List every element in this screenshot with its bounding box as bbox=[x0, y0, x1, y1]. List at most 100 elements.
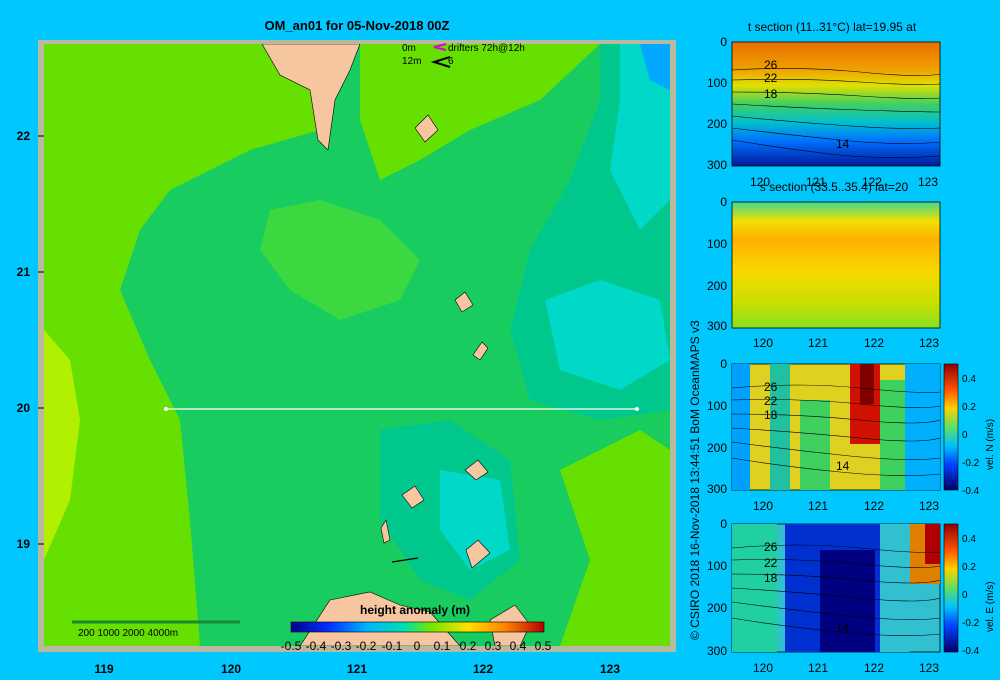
panel2-x120: 120 bbox=[753, 336, 773, 350]
panel3-contour-18: 18 bbox=[764, 408, 778, 422]
cbar-tick-4: -0.1 bbox=[382, 639, 403, 653]
panel3-cbar--0.2: -0.2 bbox=[962, 458, 980, 469]
island-4 bbox=[401, 485, 425, 509]
map-x-axis: 119 120 121 122 123 bbox=[94, 662, 620, 676]
depth-scale-label: 200 1000 2000 4000m bbox=[78, 628, 178, 639]
panel2-y200: 200 bbox=[707, 279, 727, 293]
panel-vel-north[interactable]: 26 22 18 14 0 100 200 300 120 121 122 12… bbox=[707, 357, 996, 513]
panel3-y200: 200 bbox=[707, 441, 727, 455]
map-title: OM_an01 for 05-Nov-2018 00Z bbox=[265, 18, 450, 33]
panel4-contour-26: 26 bbox=[764, 540, 778, 554]
panel4-band-6 bbox=[925, 524, 940, 564]
legend-drifters-label: drifters 72h@12h bbox=[448, 43, 525, 54]
cbar-tick-8: 0.3 bbox=[485, 639, 502, 653]
anomaly-mid-center bbox=[260, 200, 420, 320]
island-2 bbox=[472, 341, 489, 361]
taiwan-land bbox=[261, 44, 361, 151]
panel1-contour-22: 22 bbox=[764, 71, 778, 85]
panel3-colorbar bbox=[943, 363, 959, 491]
panel4-y300: 300 bbox=[707, 644, 727, 658]
cbar-tick-1: -0.4 bbox=[306, 639, 327, 653]
cbar-tick-9: 0.4 bbox=[510, 639, 527, 653]
panel-salinity[interactable]: s section (33.5..35.4) lat=20 0 100 200 … bbox=[707, 180, 941, 350]
panel3-contours bbox=[731, 384, 941, 476]
island-batan bbox=[414, 114, 439, 143]
panel1-x120: 120 bbox=[750, 175, 770, 189]
panel3-band-2 bbox=[770, 364, 790, 490]
panel4-y0: 0 bbox=[720, 517, 727, 531]
panel2-field bbox=[731, 201, 941, 329]
panel-vel-east[interactable]: 26 22 18 14 0 100 200 300 120 121 122 12… bbox=[707, 517, 996, 675]
panel1-x122: 122 bbox=[862, 175, 882, 189]
panel3-band-7 bbox=[905, 364, 940, 490]
cbar-tick-0: -0.5 bbox=[281, 639, 302, 653]
panel4-cbar-0: 0 bbox=[962, 590, 968, 601]
panel3-band-1 bbox=[732, 364, 750, 490]
panel1-y0: 0 bbox=[720, 35, 727, 49]
anomaly-high-southeast bbox=[560, 430, 670, 646]
colorbar-gradient bbox=[290, 621, 545, 633]
panel2-y100: 100 bbox=[707, 237, 727, 251]
panel3-x122: 122 bbox=[864, 499, 884, 513]
credit-text: © CSIRO 2018 16-Nov-2018 13:44:51 BoM Oc… bbox=[688, 320, 702, 640]
panel4-contour-22: 22 bbox=[764, 556, 778, 570]
legend-0m-label: 0m bbox=[402, 43, 416, 54]
panel3-cbar--0.4: -0.4 bbox=[962, 486, 980, 497]
panel3-x121: 121 bbox=[808, 499, 828, 513]
island-1 bbox=[454, 291, 474, 313]
panel1-contour-26: 26 bbox=[764, 58, 778, 72]
panel2-x123: 123 bbox=[919, 336, 939, 350]
depth-scale: 200 1000 2000 4000m bbox=[72, 620, 240, 639]
panel3-cbar-label: vel. N (m/s) bbox=[985, 419, 996, 470]
panel2-title: s section (33.5..35.4) lat=20 bbox=[760, 180, 909, 194]
panel1-contours bbox=[731, 68, 941, 158]
panel1-contour-14: 14 bbox=[836, 137, 850, 151]
panel1-y300: 300 bbox=[707, 158, 727, 172]
panel4-x122: 122 bbox=[864, 661, 884, 675]
island-5 bbox=[380, 519, 391, 544]
colorbar-title: height anomaly (m) bbox=[360, 603, 470, 617]
panel4-x121: 121 bbox=[808, 661, 828, 675]
colorbar: height anomaly (m) -0.5 -0.4 -0.3 -0.2 -… bbox=[281, 603, 552, 653]
map-plot-area[interactable] bbox=[44, 44, 670, 646]
cbar-tick-10: 0.5 bbox=[535, 639, 552, 653]
panel1-x121: 121 bbox=[806, 175, 826, 189]
anomaly-low-northeast bbox=[610, 44, 670, 230]
legend-12m-label: 12m bbox=[402, 56, 421, 67]
legend-12m-value: 6 bbox=[448, 56, 454, 67]
panel4-cbar-0.2: 0.2 bbox=[962, 562, 976, 573]
cbar-tick-2: -0.3 bbox=[331, 639, 352, 653]
y-tick-21: 21 bbox=[17, 265, 31, 279]
panel3-y0: 0 bbox=[720, 357, 727, 371]
panel4-cbar-label: vel. E (m/s) bbox=[985, 581, 996, 632]
island-6 bbox=[465, 539, 491, 569]
panel4-contour-14: 14 bbox=[836, 621, 850, 635]
panel1-y200: 200 bbox=[707, 117, 727, 131]
panel4-cbar--0.4: -0.4 bbox=[962, 646, 980, 657]
x-tick-123: 123 bbox=[600, 662, 620, 676]
panel-temperature[interactable]: t section (11..31°C) lat=19.95 at 26 22 … bbox=[707, 20, 941, 189]
y-tick-19: 19 bbox=[17, 537, 31, 551]
cbar-tick-5: 0 bbox=[414, 639, 421, 653]
anomaly-max-west bbox=[44, 330, 80, 560]
panel3-x120: 120 bbox=[753, 499, 773, 513]
panel3-cbar-0.4: 0.4 bbox=[962, 374, 976, 385]
y-tick-20: 20 bbox=[17, 401, 31, 415]
panel3-band-5 bbox=[860, 364, 874, 404]
panel3-y300: 300 bbox=[707, 482, 727, 496]
panel4-band-3 bbox=[820, 550, 875, 652]
anomaly-min-northeast bbox=[640, 44, 670, 90]
panel4-colorbar bbox=[943, 523, 959, 653]
panel1-y100: 100 bbox=[707, 76, 727, 90]
panel2-y0: 0 bbox=[720, 195, 727, 209]
map-y-axis: 22 21 20 19 bbox=[17, 129, 44, 551]
panel3-y100: 100 bbox=[707, 399, 727, 413]
panel4-y200: 200 bbox=[707, 601, 727, 615]
panel1-title: t section (11..31°C) lat=19.95 at bbox=[748, 20, 917, 34]
luzon-land bbox=[299, 591, 461, 646]
y-tick-22: 22 bbox=[17, 129, 31, 143]
panel3-contour-14: 14 bbox=[836, 459, 850, 473]
anomaly-low-east-inner bbox=[545, 280, 670, 390]
panel3-cbar-0: 0 bbox=[962, 430, 968, 441]
